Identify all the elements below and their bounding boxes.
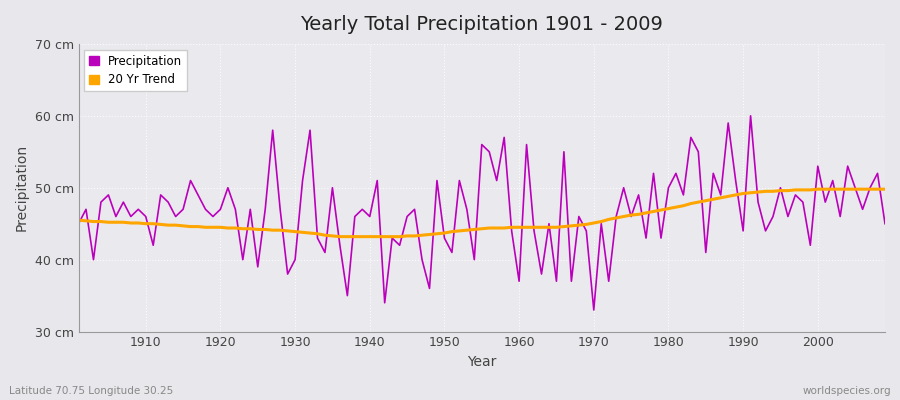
Title: Yearly Total Precipitation 1901 - 2009: Yearly Total Precipitation 1901 - 2009 <box>301 15 663 34</box>
20 Yr Trend <box>611 216 622 220</box>
20 Yr Trend <box>879 187 890 192</box>
20 Yr Trend <box>349 234 360 239</box>
Precipitation <box>73 221 84 226</box>
Precipitation <box>514 279 525 284</box>
20 Yr Trend <box>514 225 525 230</box>
Precipitation <box>506 228 517 233</box>
Precipitation <box>611 214 622 219</box>
20 Yr Trend <box>297 230 308 235</box>
Line: Precipitation: Precipitation <box>78 116 885 310</box>
Precipitation <box>342 293 353 298</box>
20 Yr Trend <box>813 187 824 192</box>
Precipitation <box>745 114 756 118</box>
20 Yr Trend <box>335 234 346 239</box>
Line: 20 Yr Trend: 20 Yr Trend <box>78 189 885 237</box>
20 Yr Trend <box>133 220 144 225</box>
Text: Latitude 70.75 Longitude 30.25: Latitude 70.75 Longitude 30.25 <box>9 386 173 396</box>
Legend: Precipitation, 20 Yr Trend: Precipitation, 20 Yr Trend <box>85 50 187 91</box>
Precipitation <box>133 207 144 212</box>
Y-axis label: Precipitation: Precipitation <box>15 144 29 231</box>
Precipitation <box>589 308 599 312</box>
X-axis label: Year: Year <box>467 355 497 369</box>
Precipitation <box>297 178 308 183</box>
20 Yr Trend <box>73 218 84 222</box>
Text: worldspecies.org: worldspecies.org <box>803 386 891 396</box>
Precipitation <box>879 221 890 226</box>
20 Yr Trend <box>521 225 532 230</box>
